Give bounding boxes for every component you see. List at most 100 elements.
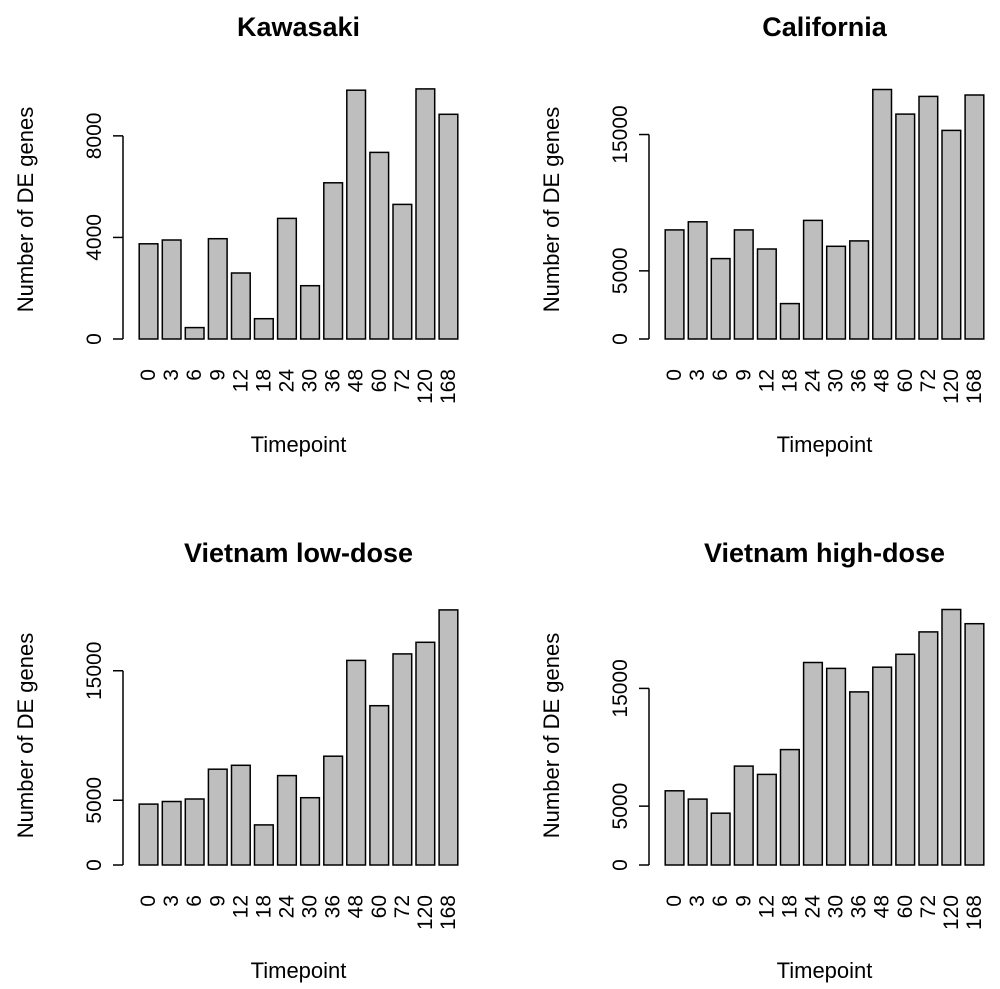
panel-title: Vietnam high-dose [704,538,945,568]
x-tick-label: 18 [252,895,275,918]
bar-3 [161,800,182,866]
x-tick-label: 24 [276,369,299,393]
y-tick-label: 15000 [609,659,632,717]
bar-30 [299,796,321,866]
x-tick-label: 72 [391,895,414,918]
x-axis-label: Timepoint [777,432,873,457]
x-tick-label: 120 [414,895,437,930]
x-tick-label: 9 [732,895,755,907]
bar-12 [230,272,251,340]
x-axis-label: Timepoint [251,432,347,457]
x-tick-label: 168 [437,895,460,930]
x-tick-label: 168 [963,895,986,930]
y-tick-label: 5000 [609,783,632,830]
x-tick-label: 60 [894,895,917,918]
x-tick-label: 24 [276,895,299,919]
bar-48 [346,659,367,866]
bar-168 [438,113,459,340]
x-tick-label: 0 [663,895,686,907]
bar-48 [346,89,367,340]
bar-36 [849,691,870,866]
y-tick-label: 15000 [83,642,106,700]
x-tick-label: 30 [299,895,322,918]
x-tick-label: 60 [368,895,391,918]
x-tick-label: 24 [802,895,825,919]
x-tick-label: 48 [871,369,894,392]
x-tick-label: 72 [917,895,940,918]
bar-36 [323,755,344,866]
bar-120 [415,641,436,866]
bar-0 [138,243,159,340]
bar-24 [276,774,298,866]
bar-24 [276,217,298,340]
bar-0 [664,790,685,866]
bar-120 [941,129,962,340]
bar-18 [253,317,274,340]
panel-title: Vietnam low-dose [184,538,413,568]
x-tick-label: 24 [802,369,825,393]
bar-72 [918,631,939,866]
bar-168 [438,609,459,866]
bar-168 [964,622,985,866]
x-tick-label: 30 [299,369,322,392]
bar-9 [733,765,754,866]
y-axis-label: Number of DE genes [13,107,38,312]
bar-72 [392,653,413,866]
bar-24 [802,661,824,866]
x-tick-label: 36 [322,895,345,918]
y-tick-label: 0 [83,333,106,345]
bar-36 [323,182,344,340]
x-tick-label: 36 [322,369,345,392]
x-tick-label: 6 [709,895,732,907]
bar-72 [392,203,413,340]
x-tick-label: 168 [963,369,986,404]
x-tick-label: 12 [229,369,252,392]
y-tick-label: 15000 [609,105,632,163]
x-tick-label: 18 [252,369,275,392]
bar-9 [207,768,228,866]
bar-48 [872,88,893,340]
x-tick-label: 30 [825,369,848,392]
y-tick-label: 0 [83,859,106,871]
bar-0 [138,803,159,866]
x-tick-label: 60 [368,369,391,392]
bar-60 [895,653,916,866]
y-tick-label: 4000 [83,214,106,261]
x-tick-label: 120 [940,895,963,930]
y-tick-label: 0 [609,333,632,345]
bar-48 [872,666,893,866]
x-tick-label: 18 [778,369,801,392]
bar-6 [184,326,205,340]
bar-72 [918,95,939,340]
x-tick-label: 9 [732,369,755,381]
x-tick-label: 48 [345,895,368,918]
bar-60 [369,704,390,866]
x-tick-label: 72 [391,369,414,392]
y-axis-label: Number of DE genes [539,107,564,312]
x-tick-label: 3 [160,369,183,381]
bar-120 [941,608,962,866]
x-tick-label: 9 [206,895,229,907]
bar-168 [964,94,985,340]
panel-title: California [762,12,888,42]
y-tick-label: 5000 [83,777,106,824]
x-tick-label: 6 [709,369,732,381]
bar-36 [849,240,870,340]
x-tick-label: 9 [206,369,229,381]
x-tick-label: 168 [437,369,460,404]
x-tick-label: 36 [848,369,871,392]
bar-120 [415,88,436,340]
bar-24 [802,219,824,340]
panel-title: Kawasaki [237,12,360,42]
bar-3 [161,239,182,340]
y-tick-label: 8000 [83,113,106,160]
x-tick-label: 12 [229,895,252,918]
y-axis-label: Number of DE genes [539,633,564,838]
bar-12 [230,764,251,866]
bar-6 [184,798,205,866]
x-tick-label: 6 [183,369,206,381]
bar-18 [779,748,800,866]
x-tick-label: 120 [940,369,963,404]
